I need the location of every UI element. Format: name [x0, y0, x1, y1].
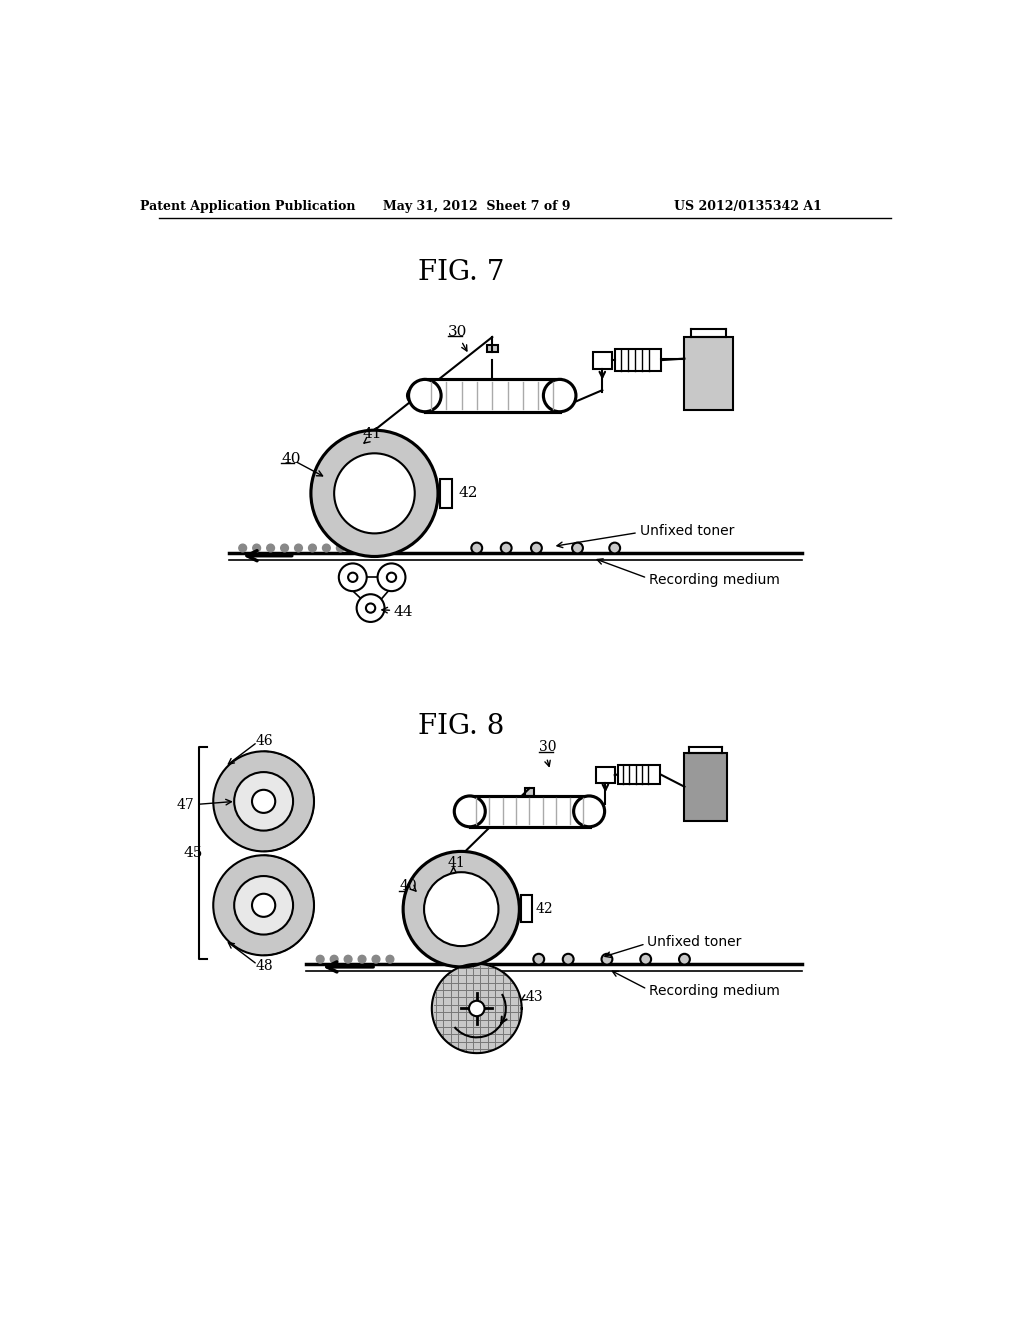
Circle shape	[350, 544, 358, 552]
Bar	[614, 350, 662, 371]
Text: 42: 42	[536, 902, 553, 916]
Circle shape	[640, 954, 651, 965]
Circle shape	[213, 751, 314, 851]
Bar	[425, 379, 560, 412]
Circle shape	[339, 564, 367, 591]
Circle shape	[331, 956, 338, 964]
Circle shape	[348, 573, 357, 582]
Text: 40: 40	[282, 451, 301, 466]
Text: Recording medium: Recording medium	[649, 983, 779, 998]
Bar	[684, 337, 732, 411]
Circle shape	[679, 954, 690, 965]
Circle shape	[531, 543, 542, 553]
Circle shape	[252, 789, 275, 813]
Text: Unfixed toner: Unfixed toner	[647, 936, 741, 949]
Circle shape	[308, 544, 316, 552]
Text: 40: 40	[399, 879, 417, 894]
Bar	[486, 345, 499, 352]
Text: 48: 48	[256, 960, 273, 973]
Circle shape	[239, 544, 247, 552]
Circle shape	[334, 453, 415, 533]
Bar	[439, 479, 452, 508]
Text: 46: 46	[256, 734, 273, 747]
Circle shape	[378, 564, 406, 591]
Circle shape	[544, 379, 575, 412]
Text: 30: 30	[539, 741, 556, 755]
Circle shape	[455, 796, 485, 826]
Bar	[596, 767, 614, 783]
Circle shape	[266, 544, 274, 552]
Circle shape	[358, 956, 366, 964]
Circle shape	[253, 544, 260, 552]
Text: May 31, 2012  Sheet 7 of 9: May 31, 2012 Sheet 7 of 9	[383, 199, 570, 213]
Circle shape	[573, 796, 604, 826]
Text: 41: 41	[362, 428, 382, 441]
Circle shape	[471, 543, 482, 553]
Bar	[521, 895, 531, 923]
Text: FIG. 8: FIG. 8	[418, 713, 505, 741]
Circle shape	[409, 379, 441, 412]
Polygon shape	[432, 964, 521, 1053]
Circle shape	[572, 543, 583, 553]
Circle shape	[386, 956, 394, 964]
Text: US 2012/0135342 A1: US 2012/0135342 A1	[674, 199, 822, 213]
Text: 43: 43	[525, 990, 543, 1005]
Circle shape	[387, 573, 396, 582]
Text: 41: 41	[447, 855, 465, 870]
Circle shape	[337, 544, 344, 552]
Circle shape	[344, 956, 352, 964]
Bar	[524, 788, 535, 796]
Circle shape	[316, 956, 324, 964]
Text: Unfixed toner: Unfixed toner	[640, 524, 734, 539]
Circle shape	[563, 954, 573, 965]
Circle shape	[311, 430, 438, 557]
Circle shape	[403, 851, 519, 966]
Circle shape	[534, 954, 544, 965]
Text: FIG. 7: FIG. 7	[418, 259, 505, 286]
Text: 30: 30	[449, 325, 467, 339]
Circle shape	[213, 855, 314, 956]
Text: 47: 47	[176, 799, 194, 812]
Circle shape	[501, 543, 512, 553]
Circle shape	[234, 772, 293, 830]
Circle shape	[366, 603, 375, 612]
Bar	[470, 796, 590, 826]
Text: 42: 42	[458, 486, 477, 500]
Text: Patent Application Publication: Patent Application Publication	[140, 199, 356, 213]
Circle shape	[609, 543, 621, 553]
Circle shape	[424, 873, 499, 946]
Circle shape	[295, 544, 302, 552]
Circle shape	[252, 894, 275, 917]
Text: 45: 45	[183, 846, 203, 859]
Circle shape	[601, 954, 612, 965]
Circle shape	[356, 594, 385, 622]
Text: 44: 44	[394, 605, 414, 619]
Circle shape	[469, 1001, 484, 1016]
Bar	[684, 752, 727, 821]
Bar	[617, 766, 660, 784]
Circle shape	[281, 544, 289, 552]
Text: Recording medium: Recording medium	[649, 573, 779, 586]
Bar	[593, 351, 612, 368]
Circle shape	[323, 544, 331, 552]
Circle shape	[234, 876, 293, 935]
Circle shape	[372, 956, 380, 964]
